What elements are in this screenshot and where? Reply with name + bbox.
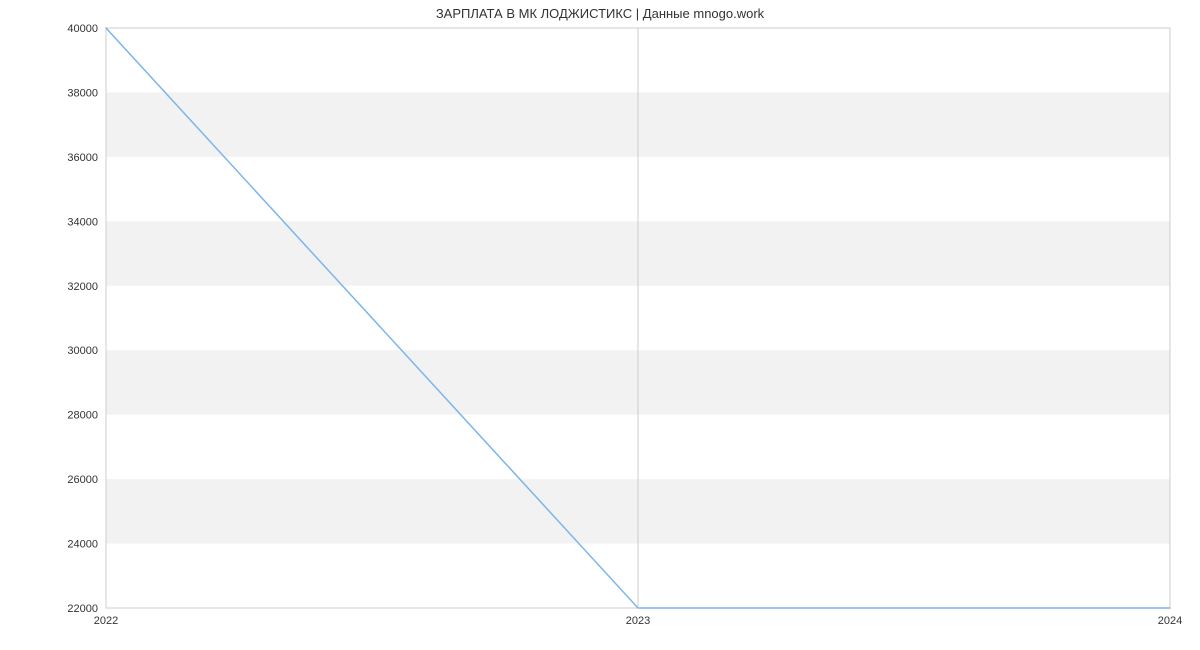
- y-tick-label: 38000: [67, 87, 98, 99]
- y-tick-label: 28000: [67, 410, 98, 422]
- x-tick-label: 2023: [626, 615, 650, 627]
- y-tick-label: 40000: [67, 23, 98, 35]
- y-tick-label: 32000: [67, 281, 98, 293]
- y-tick-label: 30000: [67, 345, 98, 357]
- y-tick-label: 36000: [67, 152, 98, 164]
- x-tick-label: 2022: [94, 615, 118, 627]
- x-tick-label: 2024: [1158, 615, 1182, 627]
- chart-svg: 22000 24000 26000 28000 30000 32000 34000 36000…: [0, 0, 1200, 650]
- y-tick-label: 24000: [67, 539, 98, 551]
- y-tick-label: 22000: [67, 603, 98, 615]
- salary-line-chart: ЗАРПЛАТА В МК ЛОДЖИСТИКС | Данные mnogo.…: [0, 0, 1200, 650]
- y-tick-label: 34000: [67, 216, 98, 228]
- y-tick-label: 26000: [67, 474, 98, 486]
